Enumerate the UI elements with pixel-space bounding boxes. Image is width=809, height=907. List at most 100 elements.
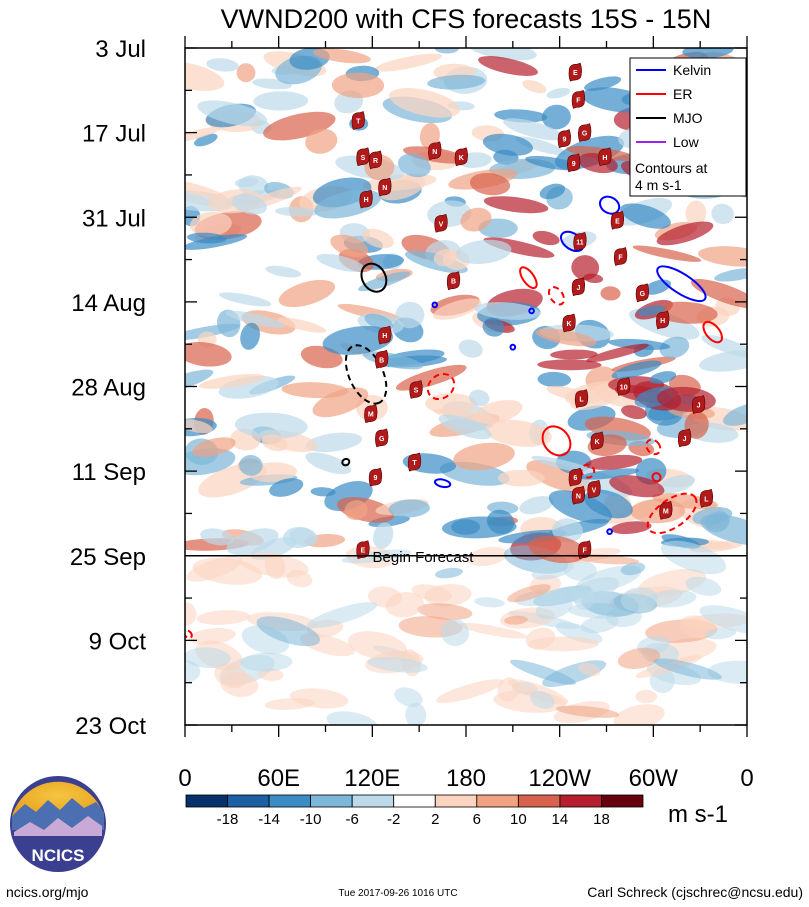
anomaly-patch (546, 87, 571, 99)
anomaly-patch (504, 615, 528, 625)
anomaly-patch (503, 118, 564, 141)
anomaly-patch (552, 518, 583, 543)
anomaly-patch (185, 602, 197, 626)
anomaly-patch (256, 616, 321, 647)
contour-kelvin-5 (509, 343, 517, 351)
anomaly-patch (580, 614, 619, 634)
anomaly-patch (417, 603, 473, 621)
cyclone-marker-28: M (364, 404, 378, 424)
anomaly-patch (555, 705, 620, 718)
chart-title: VWND200 with CFS forecasts 15S - 15N (221, 4, 712, 34)
cyclone-marker-38: L (699, 488, 714, 508)
cyclone-symbol (434, 213, 448, 233)
y-tick-label: 25 Sep (70, 544, 146, 571)
anomaly-patch (484, 419, 552, 447)
cyclone-symbol (557, 129, 571, 149)
cyclone-symbol (578, 123, 592, 143)
cyclone-marker-21: K (562, 313, 576, 333)
cyclone-symbol (656, 310, 670, 330)
anomaly-patch (620, 562, 646, 576)
anomaly-patch (394, 687, 423, 707)
cyclone-marker-24: S (409, 380, 423, 399)
cyclone-marker-37: M (659, 501, 673, 520)
wave-contours (185, 195, 723, 639)
legend-note-line1: Contours at (635, 160, 707, 176)
colorbar-tick-label: -10 (300, 811, 322, 828)
cyclone-name: F (582, 548, 587, 555)
anomaly-patch (469, 172, 511, 196)
legend-mjo-label: MJO (673, 110, 703, 126)
cyclone-symbol (587, 479, 601, 499)
anomaly-patch (234, 412, 308, 439)
cyclone-marker-29: G (375, 428, 389, 448)
contour-kelvin-6 (528, 307, 535, 315)
contour-er-17 (185, 629, 193, 639)
cyclone-name: S (414, 388, 419, 395)
anomaly-patch (613, 704, 665, 725)
cyclone-name: E (615, 218, 620, 225)
cyclone-symbol (368, 467, 383, 487)
anomaly-patch (397, 153, 431, 178)
anomaly-patch (620, 203, 671, 229)
contour-kelvin-1 (599, 195, 621, 215)
y-tick-label: 23 Oct (75, 713, 146, 740)
cyclone-marker-27: J (691, 395, 706, 415)
x-tick-label: 120W (528, 765, 591, 792)
anomaly-patch (700, 514, 747, 546)
anomaly-patch (654, 301, 718, 324)
anomaly-patch (659, 336, 690, 359)
anomaly-patch (532, 230, 560, 246)
anomaly-patch (312, 48, 371, 64)
anomaly-patch (373, 522, 394, 549)
cyclone-name: 9 (562, 137, 566, 144)
colorbar-tick-label: 10 (510, 811, 527, 828)
anomaly-patch (264, 698, 315, 710)
anomaly-patch (199, 374, 265, 389)
cyclone-marker-3: G (578, 123, 592, 143)
anomaly-patch (185, 647, 231, 669)
anomaly-patch (225, 310, 285, 328)
cyclone-marker-12: H (359, 189, 373, 209)
anomaly-patch (206, 58, 239, 72)
anomaly-patch (548, 490, 612, 524)
cyclone-marker-0: E (568, 62, 582, 82)
anomaly-patch (189, 211, 232, 237)
anomaly-patch (660, 540, 727, 575)
colorbar-tick-label: -6 (346, 811, 359, 828)
anomaly-patch (586, 343, 649, 363)
x-tick-label: 0 (178, 765, 191, 792)
anomaly-patch (519, 496, 554, 515)
anomaly-patch (435, 679, 504, 704)
cyclone-marker-8: R (368, 150, 383, 170)
anomaly-patch (269, 478, 304, 497)
anomaly-patch (364, 313, 394, 330)
anomaly-patch (305, 452, 352, 475)
cyclone-name: 11 (576, 239, 584, 246)
colorbar-tick-label: -14 (258, 811, 280, 828)
colorbar-swatch (310, 794, 353, 808)
anomaly-patch (568, 577, 619, 604)
anomaly-patch (433, 298, 482, 320)
anomaly-patch (527, 636, 599, 652)
anomaly-patch (264, 552, 286, 580)
anomaly-patch (440, 618, 470, 647)
anomaly-patch (305, 128, 338, 154)
anomaly-patch (460, 207, 492, 232)
anomaly-patch (635, 689, 658, 704)
anomaly-patch (263, 111, 336, 141)
anomaly-patch (699, 350, 747, 372)
cyclone-marker-33: 9 (368, 467, 383, 487)
contour-er-10 (702, 320, 723, 344)
anomaly-patch (316, 253, 365, 272)
anomaly-patch (305, 432, 362, 453)
cyclone-marker-34: 6 (568, 467, 582, 487)
cyclone-name: F (618, 255, 623, 262)
cyclone-symbol (659, 501, 673, 520)
colorbar-swatch (518, 794, 561, 808)
anomaly-patch (600, 286, 621, 301)
x-axis: 0 60E 120E 180 120W 60W 0 (178, 36, 754, 792)
colorbar-swatch (268, 794, 312, 808)
y-tick-label: 11 Sep (72, 459, 146, 486)
x-tick-label: 60E (257, 765, 300, 792)
